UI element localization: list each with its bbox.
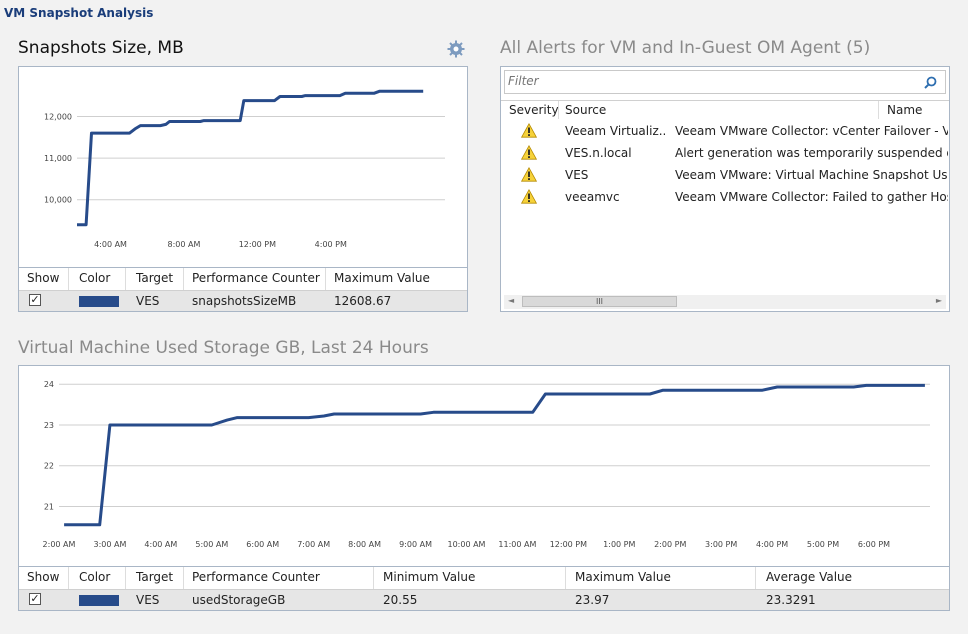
- col-name[interactable]: Name: [887, 103, 923, 117]
- col-color: Color: [79, 570, 111, 584]
- x-tick-label: 12:00 PM: [239, 240, 276, 249]
- x-tick-label: 4:00 PM: [315, 240, 347, 249]
- filter-box: [504, 70, 946, 94]
- snapshots-chart: 10,000 11,000 12,000 4:00 AM 8:00 AM 12:00 PM…: [44, 89, 445, 249]
- horizontal-scrollbar[interactable]: ◄ III ►: [504, 295, 946, 309]
- col-counter: Performance Counter: [192, 570, 320, 584]
- col-severity[interactable]: Severity: [509, 103, 559, 117]
- alert-name: Veeam VMware: Virtual Machine Snapshot U…: [675, 168, 948, 182]
- x-tick-label: 8:00 AM: [168, 240, 201, 249]
- max-value: 12608.67: [334, 294, 392, 308]
- alert-name: Alert generation was temporarily suspend…: [675, 146, 948, 160]
- alert-source: VES.n.local: [565, 146, 632, 160]
- legend-row: ✓ VES snapshotsSizeMB 12608.67: [19, 290, 467, 311]
- series-line: [64, 383, 925, 527]
- y-tick-label: 10,000: [44, 196, 72, 205]
- gear-icon[interactable]: [447, 40, 465, 58]
- x-tick-label: 9:00 AM: [399, 540, 432, 549]
- x-tick-label: 3:00 AM: [93, 540, 126, 549]
- x-tick-label: 2:00 PM: [654, 540, 686, 549]
- x-tick-label: 5:00 PM: [807, 540, 839, 549]
- search-icon[interactable]: [924, 76, 937, 89]
- col-target: Target: [136, 570, 174, 584]
- col-show: Show: [27, 570, 60, 584]
- warning-icon: [521, 167, 537, 182]
- alert-name: Veeam VMware Collector: Failed to gather…: [675, 190, 948, 204]
- series-line: [77, 89, 424, 227]
- col-max: Maximum Value: [334, 271, 430, 285]
- counter-value: usedStorageGB: [192, 593, 286, 607]
- scroll-left-icon[interactable]: ◄: [508, 296, 515, 305]
- y-tick-label: 24: [44, 380, 54, 389]
- counter-value: snapshotsSizeMB: [192, 294, 297, 308]
- y-tick-label: 23: [44, 421, 54, 430]
- storage-title: Virtual Machine Used Storage GB, Last 24…: [18, 338, 429, 358]
- x-tick-label: 5:00 AM: [195, 540, 228, 549]
- legend-row: ✓ VES usedStorageGB 20.55 23.97 23.3291: [19, 589, 949, 610]
- col-max: Maximum Value: [575, 570, 671, 584]
- target-value: VES: [136, 294, 160, 308]
- x-tick-label: 4:00 AM: [144, 540, 177, 549]
- alert-source: veeamvc: [565, 190, 620, 204]
- alert-row[interactable]: veeamvc Veeam VMware Collector: Failed to…: [501, 186, 949, 208]
- x-tick-label: 6:00 PM: [858, 540, 890, 549]
- y-tick-label: 21: [44, 503, 54, 512]
- filter-input[interactable]: [508, 74, 908, 88]
- snapshots-panel: 10,000 11,000 12,000 4:00 AM 8:00 AM 12:00 PM…: [18, 66, 468, 312]
- x-tick-label: 11:00 AM: [498, 540, 536, 549]
- warning-icon: [521, 189, 537, 204]
- scroll-right-icon[interactable]: ►: [935, 296, 942, 305]
- x-tick-label: 10:00 AM: [447, 540, 485, 549]
- alert-row[interactable]: Veeam Virtualiz... Veeam VMware Collector…: [501, 120, 949, 142]
- col-avg: Average Value: [766, 570, 853, 584]
- scroll-thumb[interactable]: III: [522, 296, 677, 307]
- storage-legend: Show Color Target Performance Counter Mi…: [19, 566, 949, 610]
- avg-value: 23.3291: [766, 593, 816, 607]
- alert-row[interactable]: VES.n.local Alert generation was temporar…: [501, 142, 949, 164]
- x-tick-label: 1:00 PM: [603, 540, 635, 549]
- show-checkbox[interactable]: ✓: [29, 592, 41, 605]
- x-tick-label: 2:00 AM: [43, 540, 76, 549]
- alert-source: Veeam Virtualiz...: [565, 124, 665, 138]
- col-min: Minimum Value: [383, 570, 476, 584]
- x-tick-label: 12:00 PM: [550, 540, 587, 549]
- legend-header: Show Color Target Performance Counter Ma…: [19, 267, 467, 290]
- app-title: VM Snapshot Analysis: [4, 6, 154, 20]
- col-source[interactable]: Source: [565, 103, 607, 117]
- alerts-title: All Alerts for VM and In-Guest OM Agent …: [500, 38, 871, 58]
- warning-icon: [521, 123, 537, 138]
- y-tick-label: 11,000: [44, 154, 72, 163]
- y-tick-label: 12,000: [44, 112, 72, 121]
- y-tick-label: 22: [44, 462, 54, 471]
- snapshots-title: Snapshots Size, MB: [18, 38, 184, 58]
- x-tick-label: 3:00 PM: [705, 540, 737, 549]
- color-swatch: [79, 296, 119, 307]
- col-counter: Performance Counter: [192, 271, 320, 285]
- x-tick-label: 8:00 AM: [348, 540, 381, 549]
- x-tick-label: 4:00 PM: [756, 540, 788, 549]
- max-value: 23.97: [575, 593, 610, 607]
- min-value: 20.55: [383, 593, 418, 607]
- legend-header: Show Color Target Performance Counter Mi…: [19, 566, 949, 589]
- snapshots-legend: Show Color Target Performance Counter Ma…: [19, 267, 467, 311]
- alert-source: VES: [565, 168, 589, 182]
- col-color: Color: [79, 271, 111, 285]
- alerts-header: Severity Source Name: [501, 100, 949, 119]
- target-value: VES: [136, 593, 160, 607]
- x-tick-label: 6:00 AM: [246, 540, 279, 549]
- x-tick-label: 7:00 AM: [297, 540, 330, 549]
- col-target: Target: [136, 271, 174, 285]
- x-tick-label: 4:00 AM: [94, 240, 127, 249]
- alerts-panel: Severity Source Name Veeam Virtualiz...V…: [500, 66, 950, 312]
- alert-row[interactable]: VES Veeam VMware: Virtual Machine Snapsho…: [501, 164, 949, 186]
- storage-chart: 21 22 23 24 2:00 AM 3:00 AM 4:00 AM 5:00 AM 6:00…: [43, 380, 930, 549]
- warning-icon: [521, 145, 537, 160]
- col-show: Show: [27, 271, 60, 285]
- alert-name: Veeam VMware Collector: vCenter Failover…: [675, 124, 948, 138]
- color-swatch: [79, 595, 119, 606]
- storage-panel: 21 22 23 24 2:00 AM 3:00 AM 4:00 AM 5:00 AM 6:00…: [18, 365, 950, 611]
- show-checkbox[interactable]: ✓: [29, 293, 41, 306]
